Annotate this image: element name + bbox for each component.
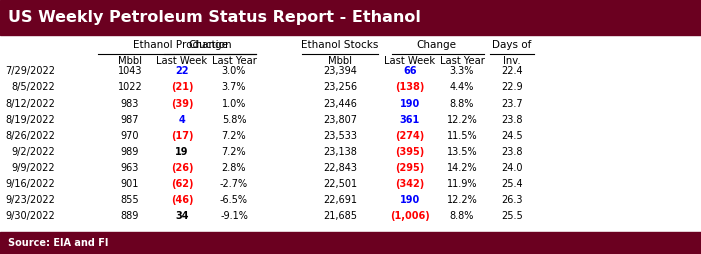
Text: 12.2%: 12.2% <box>447 195 477 205</box>
Text: 23,807: 23,807 <box>323 115 357 125</box>
Text: 9/16/2022: 9/16/2022 <box>5 179 55 189</box>
Text: 9/2/2022: 9/2/2022 <box>11 147 55 157</box>
Text: 11.5%: 11.5% <box>447 131 477 141</box>
Text: 3.0%: 3.0% <box>222 67 246 76</box>
Text: Mbbl: Mbbl <box>118 56 142 66</box>
Text: 66: 66 <box>403 67 417 76</box>
Text: 8.8%: 8.8% <box>450 211 474 221</box>
Text: 901: 901 <box>121 179 139 189</box>
Text: 889: 889 <box>121 211 139 221</box>
Text: 8/12/2022: 8/12/2022 <box>5 99 55 108</box>
Text: 2.8%: 2.8% <box>222 163 246 173</box>
Text: (1,006): (1,006) <box>390 211 430 221</box>
Text: 8/26/2022: 8/26/2022 <box>5 131 55 141</box>
Text: 7.2%: 7.2% <box>222 131 246 141</box>
Text: 190: 190 <box>400 99 420 108</box>
Text: 190: 190 <box>400 195 420 205</box>
Bar <box>0 232 701 254</box>
Text: 25.5: 25.5 <box>501 211 523 221</box>
Text: 14.2%: 14.2% <box>447 163 477 173</box>
Text: Inv.: Inv. <box>503 56 521 66</box>
Text: 13.5%: 13.5% <box>447 147 477 157</box>
Text: 23.7: 23.7 <box>501 99 523 108</box>
Text: (295): (295) <box>395 163 425 173</box>
Text: 983: 983 <box>121 99 139 108</box>
Text: 4.4%: 4.4% <box>450 83 474 92</box>
Text: US Weekly Petroleum Status Report - Ethanol: US Weekly Petroleum Status Report - Etha… <box>8 10 421 25</box>
Text: 23,446: 23,446 <box>323 99 357 108</box>
Text: 23,256: 23,256 <box>323 83 357 92</box>
Text: 3.7%: 3.7% <box>222 83 246 92</box>
Text: 5.8%: 5.8% <box>222 115 246 125</box>
Text: 11.9%: 11.9% <box>447 179 477 189</box>
Text: 23,394: 23,394 <box>323 67 357 76</box>
Text: 1043: 1043 <box>118 67 142 76</box>
Text: 23.8: 23.8 <box>501 147 523 157</box>
Text: 21,685: 21,685 <box>323 211 357 221</box>
Text: 1022: 1022 <box>118 83 142 92</box>
Text: 24.5: 24.5 <box>501 131 523 141</box>
Text: 23.8: 23.8 <box>501 115 523 125</box>
Text: 22,691: 22,691 <box>323 195 357 205</box>
Text: 8/19/2022: 8/19/2022 <box>5 115 55 125</box>
Text: 361: 361 <box>400 115 420 125</box>
Text: 987: 987 <box>121 115 139 125</box>
Text: 22: 22 <box>175 67 189 76</box>
Text: 989: 989 <box>121 147 139 157</box>
Text: 23,533: 23,533 <box>323 131 357 141</box>
Text: 9/9/2022: 9/9/2022 <box>11 163 55 173</box>
Text: 7/29/2022: 7/29/2022 <box>5 67 55 76</box>
Text: Change: Change <box>188 40 228 50</box>
Text: (17): (17) <box>171 131 193 141</box>
Text: Last Year: Last Year <box>212 56 257 66</box>
Text: 22.9: 22.9 <box>501 83 523 92</box>
Text: Source: EIA and FI: Source: EIA and FI <box>8 238 109 248</box>
Text: 4: 4 <box>179 115 185 125</box>
Text: Last Week: Last Week <box>384 56 435 66</box>
Text: (26): (26) <box>171 163 193 173</box>
Text: Mbbl: Mbbl <box>328 56 352 66</box>
Text: 22,843: 22,843 <box>323 163 357 173</box>
Text: 8/5/2022: 8/5/2022 <box>11 83 55 92</box>
Text: 8.8%: 8.8% <box>450 99 474 108</box>
Text: (395): (395) <box>395 147 425 157</box>
Text: (342): (342) <box>395 179 425 189</box>
Text: 3.3%: 3.3% <box>450 67 474 76</box>
Text: 970: 970 <box>121 131 139 141</box>
Text: 9/30/2022: 9/30/2022 <box>5 211 55 221</box>
Text: 855: 855 <box>121 195 139 205</box>
Text: 1.0%: 1.0% <box>222 99 246 108</box>
Text: Ethanol Production: Ethanol Production <box>132 40 231 50</box>
Text: 22,501: 22,501 <box>323 179 357 189</box>
Text: (62): (62) <box>171 179 193 189</box>
Text: 34: 34 <box>175 211 189 221</box>
Text: 25.4: 25.4 <box>501 179 523 189</box>
Text: -6.5%: -6.5% <box>220 195 248 205</box>
Text: Change: Change <box>416 40 456 50</box>
Text: Last Year: Last Year <box>440 56 484 66</box>
Text: (39): (39) <box>171 99 193 108</box>
Text: (21): (21) <box>171 83 193 92</box>
Text: 19: 19 <box>175 147 189 157</box>
Bar <box>0 0 701 35</box>
Text: (46): (46) <box>171 195 193 205</box>
Text: -2.7%: -2.7% <box>220 179 248 189</box>
Text: 22.4: 22.4 <box>501 67 523 76</box>
Text: Ethanol Stocks: Ethanol Stocks <box>301 40 379 50</box>
Text: 963: 963 <box>121 163 139 173</box>
Text: 7.2%: 7.2% <box>222 147 246 157</box>
Text: 9/23/2022: 9/23/2022 <box>5 195 55 205</box>
Text: Days of: Days of <box>492 40 531 50</box>
Text: Last Week: Last Week <box>156 56 207 66</box>
Text: 26.3: 26.3 <box>501 195 523 205</box>
Text: 23,138: 23,138 <box>323 147 357 157</box>
Text: 24.0: 24.0 <box>501 163 523 173</box>
Text: (138): (138) <box>395 83 425 92</box>
Text: 12.2%: 12.2% <box>447 115 477 125</box>
Text: -9.1%: -9.1% <box>220 211 248 221</box>
Text: (274): (274) <box>395 131 425 141</box>
